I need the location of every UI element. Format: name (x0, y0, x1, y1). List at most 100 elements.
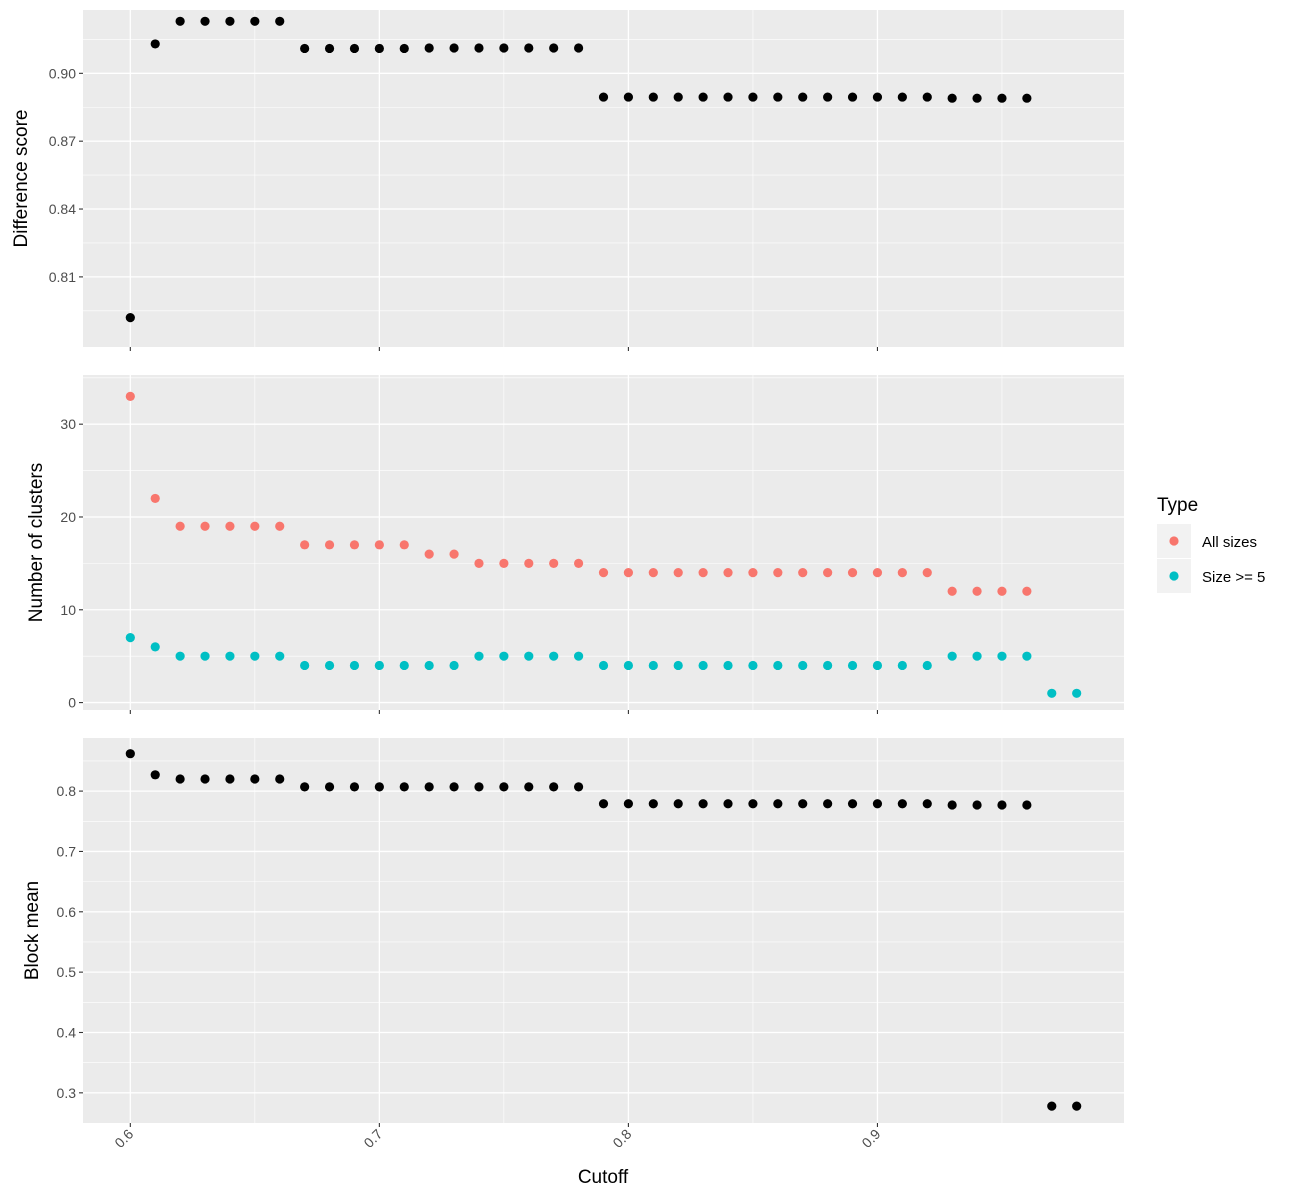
data-point (524, 43, 534, 53)
panel-background (83, 375, 1124, 710)
data-point (947, 800, 957, 810)
data-point (200, 651, 210, 661)
y-tick-label: 0.5 (57, 964, 77, 980)
y-tick-label: 10 (60, 602, 76, 618)
data-point (723, 92, 733, 102)
data-point (847, 568, 858, 578)
data-point (673, 568, 683, 578)
data-point (798, 568, 808, 578)
data-point (723, 660, 733, 671)
data-point (748, 568, 758, 578)
data-point (499, 651, 509, 661)
data-point (374, 660, 384, 671)
y-tick-label: 0.3 (57, 1085, 77, 1101)
data-point (698, 799, 708, 809)
legend-swatch-all-sizes (1169, 536, 1179, 546)
data-point (922, 660, 932, 671)
data-point (300, 540, 310, 550)
data-point (175, 521, 185, 531)
data-point (524, 782, 534, 792)
data-point (349, 782, 360, 792)
data-point (175, 651, 185, 661)
data-point (200, 521, 210, 531)
data-point (424, 660, 434, 671)
data-point (847, 92, 858, 102)
data-point (474, 651, 484, 661)
legend-title: Type (1157, 495, 1198, 516)
data-point (275, 521, 285, 531)
data-point (250, 16, 260, 26)
data-point (872, 799, 883, 809)
data-point (972, 800, 982, 810)
data-point (125, 312, 135, 323)
data-point (549, 558, 559, 568)
data-point (1047, 688, 1057, 698)
y-tick-label: 0.8 (57, 783, 77, 799)
data-point (399, 540, 409, 550)
data-point (947, 93, 957, 103)
data-point (997, 800, 1007, 810)
data-point (225, 16, 235, 26)
data-point (897, 799, 907, 809)
data-point (798, 799, 808, 809)
data-point (748, 799, 758, 809)
data-point (897, 92, 907, 102)
data-point (200, 774, 210, 784)
y-tick-label: 30 (60, 416, 76, 432)
data-point (449, 660, 459, 671)
data-point (250, 521, 260, 531)
data-point (698, 660, 708, 671)
data-point (947, 651, 957, 661)
data-point (324, 43, 335, 54)
data-point (897, 568, 907, 578)
data-point (1047, 1101, 1057, 1111)
data-point (549, 651, 559, 661)
data-point (997, 651, 1007, 661)
data-point (922, 568, 932, 578)
data-point (125, 391, 135, 401)
data-point (798, 660, 808, 671)
data-point (1022, 93, 1032, 103)
data-point (324, 660, 335, 671)
data-point (773, 799, 783, 809)
data-point (474, 558, 484, 568)
y-axis-title: Number of clusters (26, 463, 47, 622)
y-tick-label: 0.84 (49, 201, 76, 217)
data-point (549, 782, 559, 792)
data-point (573, 782, 584, 792)
data-point (723, 799, 733, 809)
panel-block-mean: 0.3 0.4 0.5 0.6 0.7 0.8 Block mean (22, 738, 1124, 1127)
data-point (972, 93, 982, 103)
data-point (1072, 688, 1082, 698)
legend-swatch-size-ge-5 (1169, 571, 1179, 581)
data-point (1022, 800, 1032, 810)
data-point (449, 782, 459, 792)
data-point (225, 651, 235, 661)
data-point (773, 660, 783, 671)
data-point (748, 92, 758, 102)
data-point (449, 43, 459, 53)
data-point (399, 660, 409, 671)
data-point (324, 782, 335, 792)
data-point (847, 660, 858, 671)
data-point (648, 92, 658, 102)
data-point (349, 540, 360, 550)
data-point (175, 16, 185, 26)
data-point (648, 799, 658, 809)
data-point (499, 782, 509, 792)
data-point (673, 799, 683, 809)
data-point (474, 43, 484, 53)
data-point (922, 799, 932, 809)
data-point (673, 92, 683, 102)
data-point (1022, 651, 1032, 661)
y-tick-label: 0.7 (57, 843, 77, 859)
data-point (150, 770, 160, 780)
data-point (374, 43, 384, 54)
data-point (673, 660, 683, 671)
y-tick-label: 0.4 (57, 1024, 77, 1040)
panel-difference-score: 0.81 0.84 0.87 0.90 Difference score (11, 10, 1124, 351)
data-point (997, 93, 1007, 103)
y-tick-label: 0.90 (49, 65, 76, 81)
data-point (823, 799, 833, 809)
data-point (399, 782, 409, 792)
